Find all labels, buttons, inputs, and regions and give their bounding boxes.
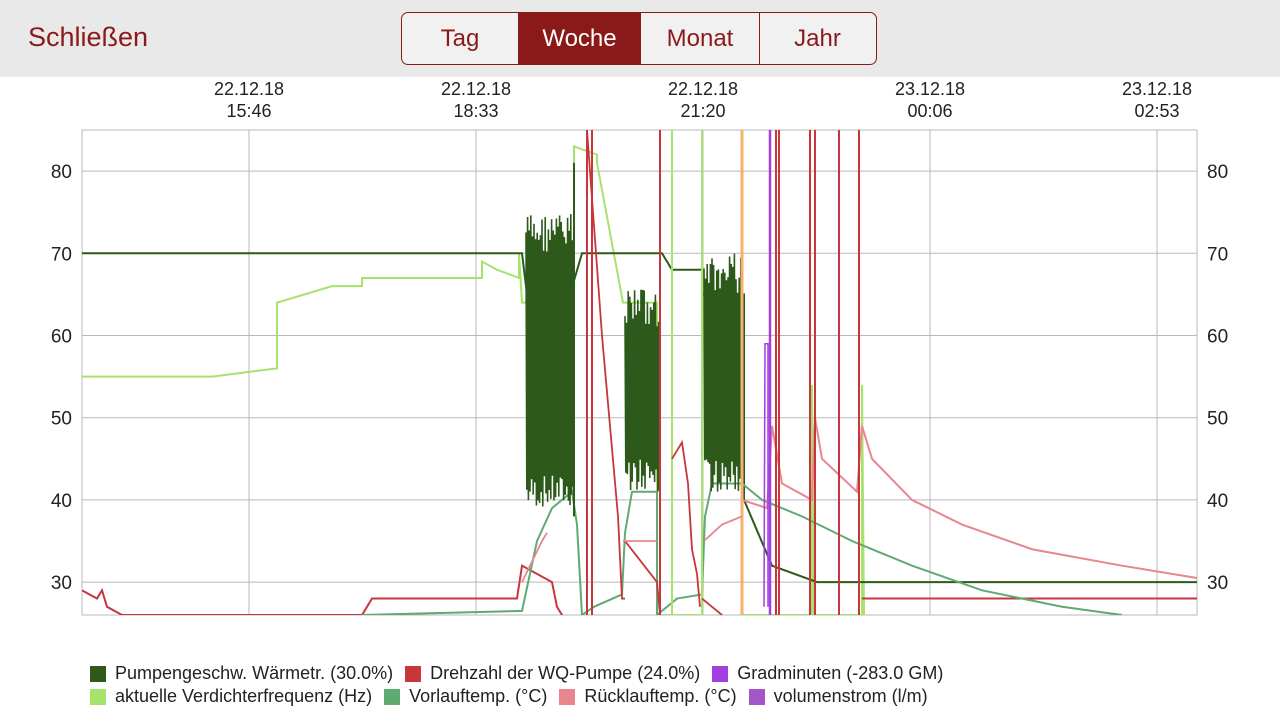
y-tick-label-right: 30 <box>1207 573 1228 594</box>
legend-item-pump-speed: Pumpengeschw. Wärmetr. (30.0%) <box>90 662 393 685</box>
tab-year[interactable]: Jahr <box>794 24 841 52</box>
gradminuten-line <box>763 342 769 607</box>
legend-item-gradminuten: Gradminuten (-283.0 GM) <box>712 662 943 685</box>
series-line <box>82 145 865 615</box>
top-bar: Schließen Tag Woche Monat Jahr <box>0 0 1280 77</box>
y-tick-label-left: 80 <box>51 162 72 183</box>
close-button[interactable]: Schließen <box>28 22 149 52</box>
legend-item-supply-temp: Vorlauftemp. (°C) <box>384 685 547 708</box>
tab-month[interactable]: Monat <box>641 13 760 64</box>
legend-swatch <box>748 688 765 705</box>
legend-swatch <box>90 688 106 705</box>
legend-item-volumenstrom: volumenstrom (l/m) <box>748 685 928 708</box>
period-segmented-control: Tag Woche Monat Jahr <box>401 12 877 65</box>
pump-oscillation-block <box>703 253 743 492</box>
y-tick-label-left: 30 <box>51 573 72 594</box>
x-tick-date: 23.12.18 <box>1122 79 1192 99</box>
return-temp-curve <box>703 515 743 542</box>
y-tick-label-right: 40 <box>1207 491 1228 512</box>
legend-label: Gradminuten (-283.0 GM) <box>737 663 944 683</box>
x-tick-date: 22.12.18 <box>668 79 738 99</box>
x-tick-time: 00:06 <box>907 101 952 121</box>
chart-legend: Pumpengeschw. Wärmetr. (30.0%) Drehzahl … <box>90 662 1190 708</box>
x-tick-time: 18:33 <box>453 101 498 121</box>
y-tick-label-left: 40 <box>51 491 72 512</box>
pump-oscillation-block <box>525 214 575 507</box>
legend-item-compressor-frequency: aktuelle Verdichterfrequenz (Hz) <box>90 685 372 708</box>
y-tick-label-left: 50 <box>51 409 72 430</box>
y-tick-label-left: 70 <box>51 244 72 265</box>
legend-row: aktuelle Verdichterfrequenz (Hz) Vorlauf… <box>90 685 1190 708</box>
legend-swatch <box>384 688 401 705</box>
legend-label: volumenstrom (l/m) <box>773 686 928 706</box>
legend-label: Vorlauftemp. (°C) <box>409 686 548 706</box>
legend-item-wq-pump: Drehzahl der WQ-Pumpe (24.0%) <box>405 662 700 685</box>
series-line <box>82 564 564 615</box>
wq-pump-curve <box>701 597 723 615</box>
plot-frame <box>81 129 1198 616</box>
legend-row: Pumpengeschw. Wärmetr. (30.0%) Drehzahl … <box>90 662 1190 685</box>
wq-pump-curve <box>624 540 661 615</box>
legend-swatch <box>559 688 576 705</box>
y-tick-label-right: 70 <box>1207 244 1228 265</box>
legend-item-return-temp: Rücklauftemp. (°C) <box>559 685 737 708</box>
pump-oscillation-block <box>624 289 661 492</box>
y-tick-label-right: 80 <box>1207 162 1228 183</box>
x-tick-date: 22.12.18 <box>214 79 284 99</box>
legend-label: Rücklauftemp. (°C) <box>584 686 737 706</box>
wq-pump-curve <box>586 130 625 600</box>
legend-label: Pumpengeschw. Wärmetr. (30.0%) <box>115 663 394 683</box>
x-tick-time: 02:53 <box>1134 101 1179 121</box>
x-tick-time: 21:20 <box>680 101 725 121</box>
y-tick-label-left: 60 <box>51 327 72 348</box>
legend-swatch <box>712 665 729 682</box>
tab-day[interactable]: Tag <box>402 13 519 64</box>
x-tick-date: 23.12.18 <box>895 79 965 99</box>
legend-label: aktuelle Verdichterfrequenz (Hz) <box>115 686 373 706</box>
tab-week[interactable]: Woche <box>519 13 641 64</box>
legend-swatch <box>90 665 106 682</box>
wq-pump-curve <box>671 439 701 607</box>
x-tick-time: 15:46 <box>226 101 271 121</box>
x-tick-date: 22.12.18 <box>441 79 511 99</box>
legend-swatch <box>405 665 422 682</box>
y-tick-label-right: 60 <box>1207 327 1228 348</box>
legend-label: Drehzahl der WQ-Pumpe (24.0%) <box>430 663 701 683</box>
return-temp-curve <box>521 532 548 583</box>
y-tick-label-right: 50 <box>1207 409 1228 430</box>
